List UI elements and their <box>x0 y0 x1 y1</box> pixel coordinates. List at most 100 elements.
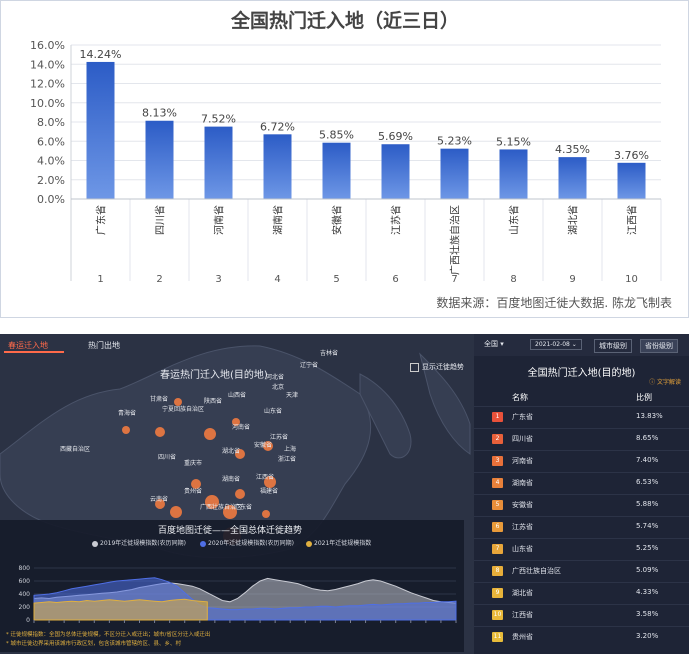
bar-value-label: 3.76% <box>614 149 649 162</box>
text-interpretation-link[interactable]: ⓘ 文字解读 <box>649 377 681 386</box>
city-dot[interactable] <box>205 495 219 509</box>
ranking-row[interactable]: 6 江苏省 5.74% <box>474 516 689 537</box>
city-label[interactable]: 福建省 <box>260 488 279 495</box>
bar <box>381 144 410 199</box>
rank-badge: 11 <box>492 632 503 642</box>
legend-2021[interactable]: 2021年迁徙规模指数 <box>306 538 371 547</box>
province-ratio: 3.20% <box>636 632 659 640</box>
ranking-row[interactable]: 5 安徽省 5.88% <box>474 494 689 515</box>
rank-label: 10 <box>625 274 638 285</box>
city-dot[interactable] <box>122 426 130 434</box>
city-dot[interactable] <box>262 510 270 518</box>
city-dot[interactable] <box>191 479 201 489</box>
city-level-button[interactable]: 城市级别 <box>594 339 632 353</box>
top-bar-chart-panel: 全国热门迁入地（近三日） 0.0% 2.0% 4.0% 6.0% 8.0% 10.0% 12.… <box>0 0 689 318</box>
city-label[interactable]: 吉林省 <box>320 350 339 357</box>
trend-y-tick: 800 <box>19 565 31 572</box>
rank-label: 5 <box>333 274 339 285</box>
city-dot[interactable] <box>204 428 216 440</box>
ranking-row[interactable]: 1 广东省 13.83% <box>474 406 689 427</box>
scope-select[interactable]: 全国 ▾ <box>484 339 504 349</box>
city-label[interactable]: 甘肃省 <box>150 396 169 403</box>
city-label[interactable]: 河北省 <box>266 374 285 381</box>
ranking-row[interactable]: 4 湖南省 6.53% <box>474 472 689 493</box>
city-label[interactable]: 辽宁省 <box>300 362 319 369</box>
city-label[interactable]: 北京 <box>272 384 285 391</box>
ranking-row[interactable]: 8 广西壮族自治区 5.09% <box>474 560 689 581</box>
date-select[interactable]: 2021-02-08 ⌄ <box>530 339 582 350</box>
city-dot[interactable] <box>170 506 182 518</box>
city-label[interactable]: 湖南省 <box>222 476 241 483</box>
city-label[interactable]: 广西壮族自治区 <box>200 504 243 511</box>
city-label[interactable]: 上海 <box>284 446 297 453</box>
city-dot[interactable] <box>235 449 245 459</box>
city-dot[interactable] <box>155 499 165 509</box>
bar <box>440 148 469 199</box>
bar <box>263 134 292 199</box>
category-label: 广西壮族自治区 <box>449 205 462 275</box>
city-label[interactable]: 江西省 <box>256 474 275 481</box>
city-dot[interactable] <box>235 489 245 499</box>
category-label: 广东省 <box>95 205 108 235</box>
rank-label: 2 <box>156 274 162 285</box>
rank-label: 3 <box>215 274 221 285</box>
province-name: 江苏省 <box>512 523 533 531</box>
city-label[interactable]: 陕西省 <box>204 398 223 405</box>
rank-label: 6 <box>392 274 398 285</box>
legend-2019[interactable]: 2019年迁徙规模指数(农历同期) <box>92 538 186 547</box>
ranking-row[interactable]: 7 山东省 5.25% <box>474 538 689 559</box>
city-label[interactable]: 贵州省 <box>184 488 203 495</box>
province-name: 湖南省 <box>512 479 533 487</box>
y-tick-label: 2.0% <box>37 174 65 187</box>
city-dot[interactable] <box>263 441 273 451</box>
province-ratio: 6.53% <box>636 478 659 486</box>
city-label[interactable]: 西藏自治区 <box>60 446 91 453</box>
ranking-row[interactable]: 2 四川省 8.65% <box>474 428 689 449</box>
legend-2020[interactable]: 2020年迁徙规模指数(农历同期) <box>200 538 294 547</box>
province-level-button[interactable]: 省份级别 <box>640 339 678 353</box>
category-label: 江西省 <box>626 205 639 235</box>
city-label[interactable]: 重庆市 <box>184 460 203 467</box>
ranking-row[interactable]: 9 湖北省 4.33% <box>474 582 689 603</box>
ranking-row[interactable]: 10 江西省 3.58% <box>474 604 689 625</box>
col-name-header: 名称 <box>512 393 528 402</box>
bar-value-label: 6.72% <box>260 120 295 133</box>
tab-outbound[interactable]: 热门出地 <box>88 341 120 350</box>
ranking-row[interactable]: 3 河南省 7.40% <box>474 450 689 471</box>
city-label[interactable]: 云南省 <box>150 496 169 503</box>
rank-badge: 3 <box>492 456 503 466</box>
province-ratio: 8.65% <box>636 434 659 442</box>
province-ratio: 13.83% <box>636 412 663 420</box>
city-label[interactable]: 江苏省 <box>270 434 289 441</box>
city-label[interactable]: 天津 <box>286 392 299 399</box>
city-dot[interactable] <box>232 418 240 426</box>
city-label[interactable]: 广东省 <box>234 504 253 511</box>
city-dot[interactable] <box>264 476 276 488</box>
city-label[interactable]: 宁夏回族自治区 <box>162 406 205 413</box>
city-label[interactable]: 四川省 <box>158 454 177 461</box>
city-label[interactable]: 青海省 <box>118 410 137 417</box>
city-label[interactable]: 安徽省 <box>254 442 273 449</box>
bar-value-label: 5.85% <box>319 129 354 142</box>
ranking-row[interactable]: 11 贵州省 3.20% <box>474 626 689 647</box>
tab-inbound[interactable]: 春运迁入地 <box>8 341 48 350</box>
city-label[interactable]: 湖北省 <box>222 448 241 455</box>
legend-dot-icon <box>306 540 312 547</box>
category-label: 山东省 <box>508 205 521 235</box>
city-dot[interactable] <box>155 427 165 437</box>
city-dot[interactable] <box>223 505 237 519</box>
checkbox-icon[interactable] <box>410 362 419 372</box>
y-tick-label: 6.0% <box>37 135 65 148</box>
rank-badge: 9 <box>492 588 503 598</box>
footnote-2: * 城市迁徙边界采用该城市行政区划，包含该城市管辖的区、县、乡、村 <box>6 641 182 647</box>
neighbour-outline <box>359 352 471 459</box>
trend-toggle[interactable]: 显示迁徙趋势 <box>410 362 464 372</box>
city-label[interactable]: 山西省 <box>228 392 247 399</box>
city-label[interactable]: 浙江省 <box>278 456 297 463</box>
map-area[interactable]: 春运迁入地 热门出地 春运热门迁入地(目的地) 显示迁徙趋势 西藏自治区 青海省 甘… <box>0 334 474 654</box>
bar <box>322 142 351 199</box>
city-label[interactable]: 河南省 <box>232 424 251 431</box>
bar-value-label: 5.15% <box>496 135 531 148</box>
city-label[interactable]: 山东省 <box>264 408 283 415</box>
city-dot[interactable] <box>174 398 182 406</box>
